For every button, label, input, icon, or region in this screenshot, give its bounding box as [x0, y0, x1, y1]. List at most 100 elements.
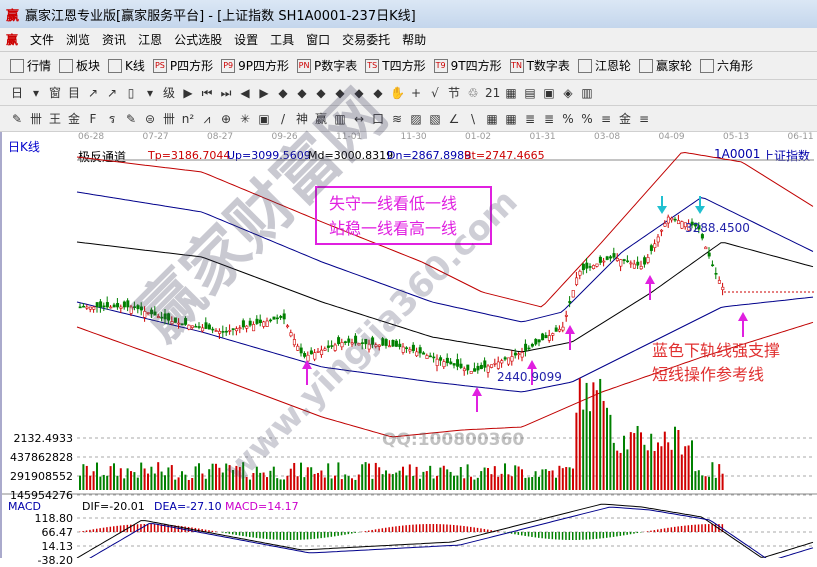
tool-icon-30[interactable]: % — [580, 112, 594, 126]
tool-icon-31[interactable]: ≡ — [599, 112, 613, 126]
toolbar-button-1[interactable]: 板块 — [59, 57, 100, 74]
menu-4[interactable]: 公式选股 — [174, 33, 222, 47]
tool-icon-12[interactable]: ◀ — [238, 86, 252, 100]
tool-icon-9[interactable]: n² — [181, 112, 195, 126]
tool-icon-3[interactable]: 金 — [67, 112, 81, 126]
tool-icon-25[interactable]: ▦ — [485, 112, 499, 126]
volume-bar — [93, 471, 95, 490]
volume-bar — [286, 476, 288, 490]
magenta-arrowhead — [527, 360, 537, 369]
tool-icon-23[interactable]: 节 — [447, 86, 461, 100]
menu-3[interactable]: 江恩 — [138, 33, 162, 47]
tool-icon-33[interactable]: ≡ — [637, 112, 651, 126]
tool-icon-28[interactable]: ≣ — [542, 112, 556, 126]
tool-icon-21[interactable]: ▨ — [409, 112, 423, 126]
macd-bar — [637, 532, 639, 533]
tool-icon-24[interactable]: ♲ — [466, 86, 480, 100]
menu-5[interactable]: 设置 — [234, 33, 258, 47]
macd-bar — [395, 526, 397, 532]
tool-icon-27[interactable]: ▤ — [523, 86, 537, 100]
tool-icon-10[interactable]: ⩘ — [200, 112, 214, 126]
candle — [606, 257, 608, 260]
tool-icon-25[interactable]: 21 — [485, 86, 499, 100]
toolbar-button-10[interactable]: 赢家轮 — [639, 57, 692, 74]
tool-icon-1[interactable]: ▾ — [29, 86, 43, 100]
tool-icon-13[interactable]: ▣ — [257, 112, 271, 126]
tool-icon-7[interactable]: ⊜ — [143, 112, 157, 126]
volume-bar — [324, 477, 326, 490]
tool-icon-8[interactable]: 卌 — [162, 112, 176, 126]
volume-bar — [569, 467, 571, 490]
tool-icon-6[interactable]: ✎ — [124, 112, 138, 126]
menu-9[interactable]: 帮助 — [402, 33, 426, 47]
macd-bar — [582, 532, 584, 540]
tool-icon-14[interactable]: ◆ — [276, 86, 290, 100]
tool-icon-29[interactable]: ◈ — [561, 86, 575, 100]
tool-icon-2[interactable]: 窗 — [48, 86, 62, 100]
candle — [443, 362, 445, 367]
volume-bar — [711, 462, 713, 490]
tool-icon-22[interactable]: ▧ — [428, 112, 442, 126]
menu-6[interactable]: 工具 — [270, 33, 294, 47]
menu-2[interactable]: 资讯 — [102, 33, 126, 47]
tool-icon-0[interactable]: ✎ — [10, 112, 24, 126]
toolbar-button-2[interactable]: K线 — [108, 57, 145, 74]
tool-icon-3[interactable]: 目 — [67, 86, 81, 100]
tool-icon-22[interactable]: √ — [428, 86, 442, 100]
tool-icon-2[interactable]: 王 — [48, 112, 62, 126]
tool-icon-12[interactable]: ✳ — [238, 112, 252, 126]
tool-icon-28[interactable]: ▣ — [542, 86, 556, 100]
tool-icon-5[interactable]: ↗ — [105, 86, 119, 100]
macd-bar — [633, 532, 635, 534]
tool-icon-32[interactable]: 金 — [618, 112, 632, 126]
tool-icon-26[interactable]: ▦ — [504, 112, 518, 126]
tool-icon-5[interactable]: ร — [105, 112, 119, 126]
tool-icon-1[interactable]: 卌 — [29, 112, 43, 126]
macd-bar — [545, 532, 547, 539]
macd-bar — [341, 532, 343, 535]
candle — [96, 302, 98, 307]
macd-bar — [538, 532, 540, 538]
menu-7[interactable]: 窗口 — [306, 33, 330, 47]
tool-icon-11[interactable]: ⏭ — [219, 86, 233, 100]
toolbar-button-0[interactable]: 行情 — [10, 57, 51, 74]
candle — [718, 280, 720, 283]
tool-icon-20[interactable]: ✋ — [390, 86, 404, 100]
volume-bar — [195, 466, 197, 490]
macd-bar — [524, 532, 526, 536]
ts-icon: TS — [365, 59, 379, 73]
tool-icon-9[interactable]: ▶ — [181, 86, 195, 100]
tool-icon-8[interactable]: 级 — [162, 86, 176, 100]
tool-icon-13[interactable]: ▶ — [257, 86, 271, 100]
macd-bar — [654, 530, 656, 532]
tool-icon-21[interactable]: + — [409, 86, 423, 100]
volume-bar — [188, 480, 190, 490]
toolbar-button-11[interactable]: 六角形 — [700, 57, 753, 74]
tool-icon-6[interactable]: ▯ — [124, 86, 138, 100]
menu-0[interactable]: 文件 — [30, 33, 54, 47]
tool-icon-11[interactable]: ⊕ — [219, 112, 233, 126]
tool-icon-7[interactable]: ▾ — [143, 86, 157, 100]
tool-icon-24[interactable]: \ — [466, 112, 480, 126]
tool-icon-4[interactable]: F — [86, 112, 100, 126]
menu-1[interactable]: 浏览 — [66, 33, 90, 47]
candle — [249, 321, 251, 325]
tool-icon-26[interactable]: ▦ — [504, 86, 518, 100]
tool-icon-0[interactable]: 日 — [10, 86, 24, 100]
tool-icon-10[interactable]: ⏮ — [200, 86, 214, 100]
tool-icon-23[interactable]: ∠ — [447, 112, 461, 126]
menu-8[interactable]: 交易委托 — [342, 33, 390, 47]
tool-icon-29[interactable]: % — [561, 112, 575, 126]
toolbar-button-9[interactable]: 江恩轮 — [578, 57, 631, 74]
tool-icon-27[interactable]: ≣ — [523, 112, 537, 126]
tool-icon-4[interactable]: ↗ — [86, 86, 100, 100]
tool-icon-30[interactable]: ▥ — [580, 86, 594, 100]
tool-icon-19[interactable]: ◆ — [371, 86, 385, 100]
